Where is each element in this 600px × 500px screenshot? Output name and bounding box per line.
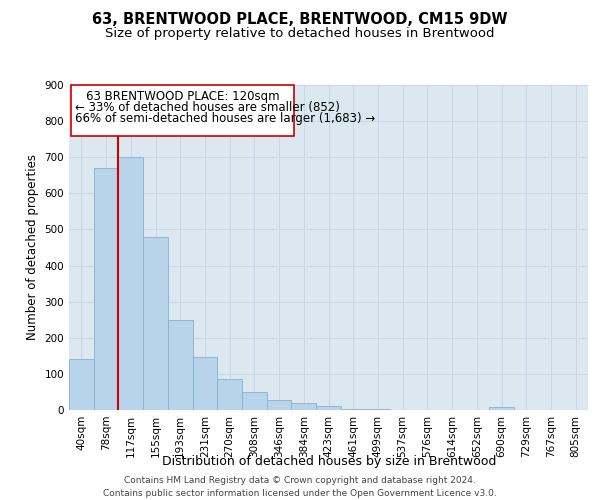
Text: ← 33% of detached houses are smaller (852): ← 33% of detached houses are smaller (85… — [75, 101, 340, 114]
Bar — [489, 407, 514, 410]
Text: 63, BRENTWOOD PLACE, BRENTWOOD, CM15 9DW: 63, BRENTWOOD PLACE, BRENTWOOD, CM15 9DW — [92, 12, 508, 28]
Bar — [168, 320, 193, 410]
Bar — [143, 236, 168, 410]
Bar — [316, 406, 341, 410]
Y-axis label: Number of detached properties: Number of detached properties — [26, 154, 39, 340]
Text: 63 BRENTWOOD PLACE: 120sqm: 63 BRENTWOOD PLACE: 120sqm — [86, 90, 280, 104]
Text: Size of property relative to detached houses in Brentwood: Size of property relative to detached ho… — [105, 28, 495, 40]
Bar — [193, 356, 217, 410]
Bar — [292, 403, 316, 410]
Bar — [118, 157, 143, 410]
Bar — [69, 360, 94, 410]
Bar — [217, 380, 242, 410]
Bar — [242, 392, 267, 410]
Bar — [267, 400, 292, 410]
Text: Contains HM Land Registry data © Crown copyright and database right 2024.
Contai: Contains HM Land Registry data © Crown c… — [103, 476, 497, 498]
Text: 66% of semi-detached houses are larger (1,683) →: 66% of semi-detached houses are larger (… — [75, 112, 376, 125]
Bar — [341, 409, 365, 410]
Text: Distribution of detached houses by size in Brentwood: Distribution of detached houses by size … — [161, 454, 496, 468]
Bar — [71, 85, 294, 136]
Bar — [94, 168, 118, 410]
